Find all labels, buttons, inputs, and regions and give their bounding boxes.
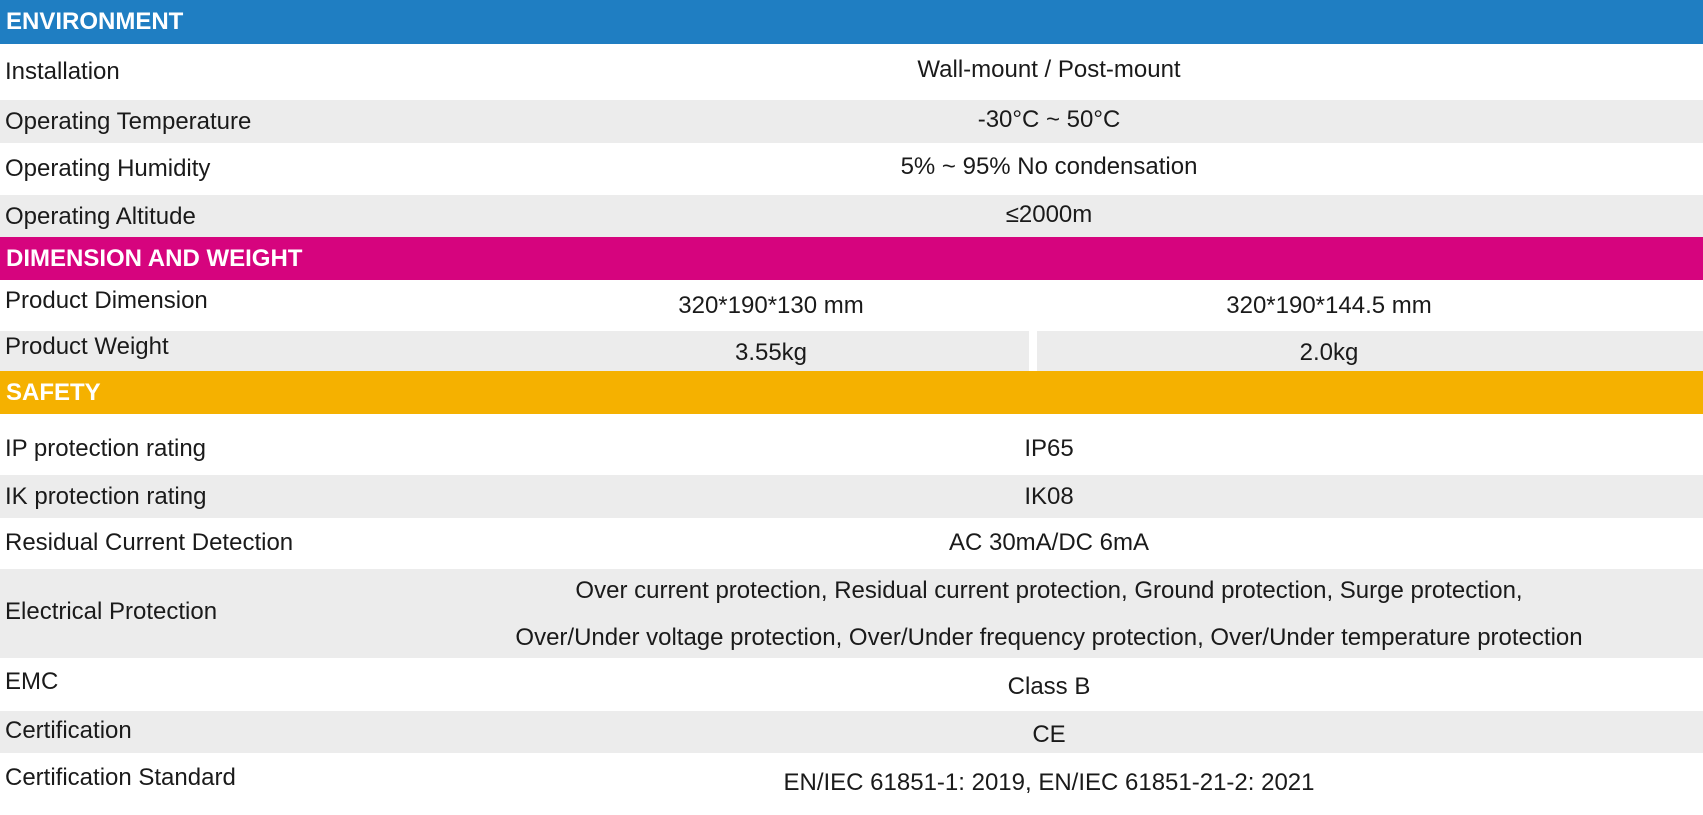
row-label-electrical-protection: Electrical Protection [5, 598, 218, 625]
dimension-header: DIMENSION AND WEIGHT [0, 237, 1703, 280]
row-value-weight-a: 3.55kg [734, 339, 808, 366]
row-value-installation: Wall-mount / Post-mount [917, 56, 1181, 83]
row-label-operating-temperature: Operating Temperature [5, 108, 252, 135]
table-row: Product Dimension 320*190*130 mm 320*190… [0, 280, 1703, 331]
row-value-electrical-protection-line2: Over/Under voltage protection, Over/Unde… [515, 624, 1583, 651]
table-row: EMC Class B [0, 658, 1703, 711]
table-row: Certification Standard EN/IEC 61851-1: 2… [0, 753, 1703, 815]
row-value-dimension-a: 320*190*130 mm [678, 292, 864, 319]
environment-title: ENVIRONMENT [6, 8, 184, 35]
row-value-operating-temperature: -30°C ~ 50°C [977, 106, 1121, 133]
table-row: Certification CE [0, 711, 1703, 753]
table-row: Product Weight 3.55kg 2.0kg [0, 331, 1703, 371]
table-row: Operating Temperature -30°C ~ 50°C [0, 100, 1703, 143]
row-value-weight-b: 2.0kg [1299, 339, 1359, 366]
row-label-product-weight: Product Weight [5, 333, 169, 360]
row-value-ik-protection: IK08 [1024, 483, 1074, 510]
row-label-residual-current: Residual Current Detection [5, 529, 294, 556]
row-value-operating-altitude: ≤2000m [1005, 201, 1093, 228]
row-value-ip-protection: IP65 [1024, 435, 1074, 462]
column-divider [1029, 280, 1037, 371]
row-label-ip-protection: IP protection rating [5, 435, 207, 462]
row-value-operating-humidity: 5% ~ 95% No condensation [900, 153, 1198, 180]
dimension-title: DIMENSION AND WEIGHT [6, 244, 303, 272]
table-row: Electrical Protection Over current prote… [0, 569, 1703, 658]
row-value-electrical-protection-line1: Over current protection, Residual curren… [575, 577, 1523, 604]
row-label-emc: EMC [5, 668, 59, 695]
table-row: Installation Wall-mount / Post-mount [0, 44, 1703, 100]
table-row: Operating Altitude ≤2000m [0, 195, 1703, 237]
row-value-certification-standard: EN/IEC 61851-1: 2019, EN/IEC 61851-21-2:… [783, 769, 1315, 796]
row-label-product-dimension: Product Dimension [5, 287, 208, 314]
row-value-dimension-b: 320*190*144.5 mm [1226, 292, 1432, 319]
row-value-emc: Class B [1007, 673, 1091, 700]
safety-title: SAFETY [6, 378, 101, 406]
row-label-ik-protection: IK protection rating [5, 483, 207, 510]
environment-header: ENVIRONMENT [0, 0, 1703, 44]
row-value-certification: CE [1032, 721, 1066, 748]
safety-header: SAFETY [0, 371, 1703, 414]
row-label-certification-standard: Certification Standard [5, 764, 236, 791]
row-label-operating-humidity: Operating Humidity [5, 155, 211, 182]
row-label-certification: Certification [5, 717, 132, 744]
row-value-residual-current: AC 30mA/DC 6mA [948, 529, 1150, 556]
table-row: Operating Humidity 5% ~ 95% No condensat… [0, 143, 1703, 195]
row-label-installation: Installation [5, 58, 120, 85]
table-row: IK protection rating IK08 [0, 475, 1703, 518]
table-row: Residual Current Detection AC 30mA/DC 6m… [0, 518, 1703, 569]
table-row: IP protection rating IP65 [0, 414, 1703, 475]
row-label-operating-altitude: Operating Altitude [5, 203, 196, 230]
